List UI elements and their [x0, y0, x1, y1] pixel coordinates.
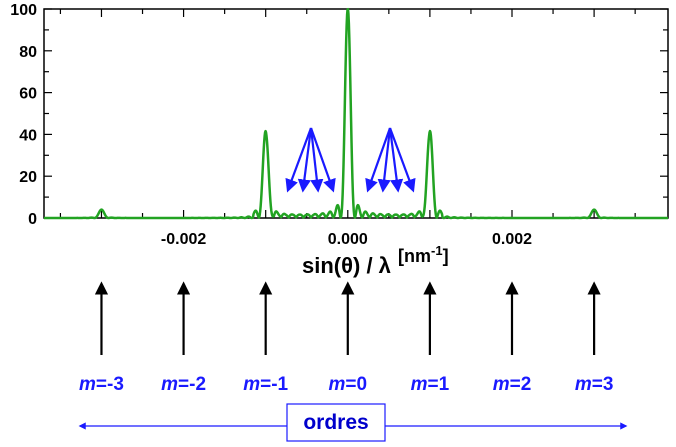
ordres-label: ordres [303, 411, 368, 434]
y-tick-label: 20 [19, 169, 37, 186]
y-tick-label: 0 [28, 211, 37, 228]
order-label: m=-3 [79, 374, 124, 395]
annotation-arrow [309, 127, 324, 193]
annotation-arrow [388, 127, 416, 193]
x-tick-label: 0.002 [492, 231, 532, 248]
y-tick-label: 100 [10, 2, 37, 19]
annotation-arrow [285, 127, 313, 193]
order-label: m=-2 [161, 374, 206, 395]
order-label: m=-1 [243, 374, 288, 395]
order-label: m=3 [575, 374, 614, 395]
ordres-box [286, 403, 386, 442]
annotation-arrow [388, 127, 404, 193]
y-tick-label: 80 [19, 44, 37, 61]
y-tick-label: 40 [19, 127, 37, 144]
annotation-arrow [365, 127, 392, 193]
diffraction-orders: m=-3 m=-2 m=-1 m=0 m=1 m=2 m=3 ordres [78, 281, 628, 442]
annotation-arrow [377, 127, 392, 193]
plot-frame [43, 8, 669, 219]
x-axis-unit: [nm-1] [398, 243, 449, 266]
diffraction-chart: 0 20 40 60 80 100 -0.002 0.000 0.002 sin(θ) / λ [n… [10, 2, 669, 278]
x-tick-label: -0.002 [161, 231, 206, 248]
y-tick-label: 60 [19, 86, 37, 103]
order-label: m=2 [493, 374, 532, 395]
order-label: m=0 [329, 374, 368, 395]
order-label: m=1 [411, 374, 450, 395]
x-axis-label: sin(θ) / λ [302, 253, 391, 278]
annotation-arrow [309, 127, 336, 193]
series-line [43, 7, 669, 220]
annotation-arrow [297, 127, 313, 193]
x-tick-label: 0.000 [328, 231, 368, 248]
